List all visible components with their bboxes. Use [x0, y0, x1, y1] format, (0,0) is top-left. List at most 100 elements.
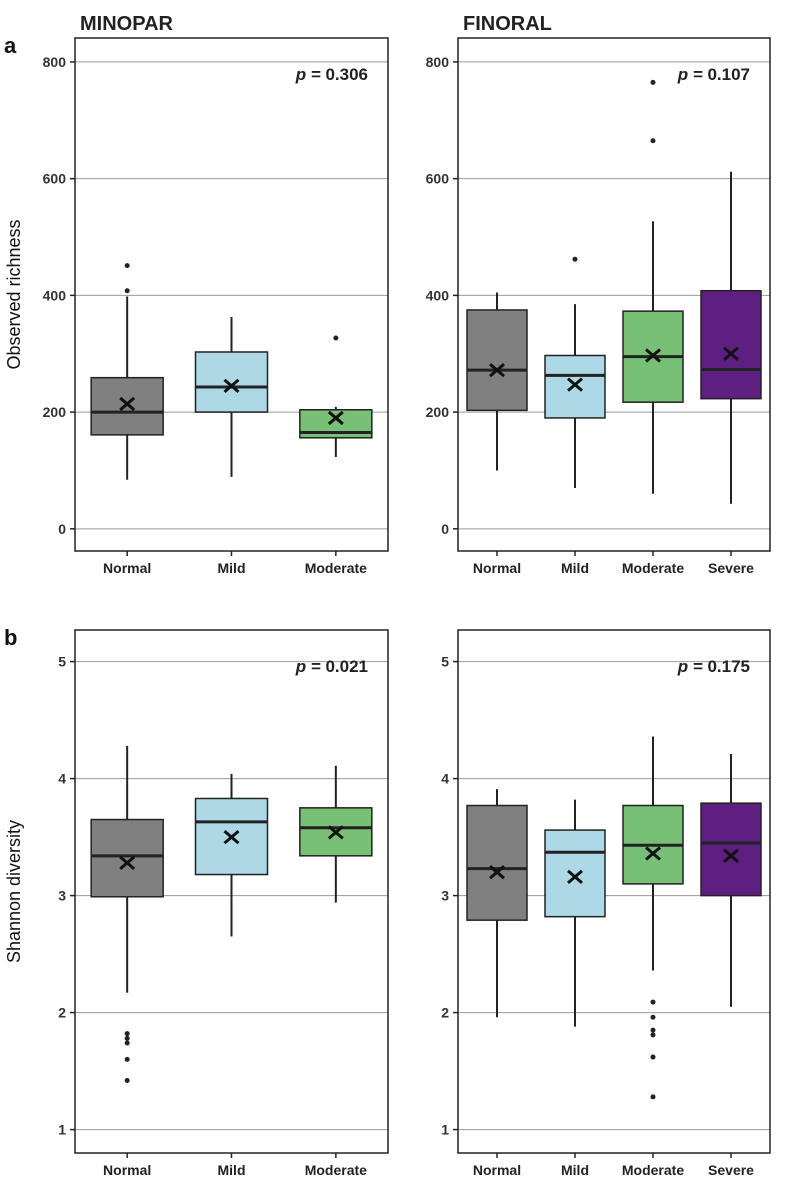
panel-letter: a [4, 33, 17, 58]
p-value-number: 0.175 [707, 657, 750, 676]
mean-marker [645, 348, 661, 363]
x-tick-label: Moderate [622, 1162, 684, 1178]
x-tick-label: Severe [708, 560, 754, 576]
y-tick-label: 800 [426, 54, 450, 70]
mean-marker [567, 377, 583, 392]
p-value-number: 0.107 [707, 65, 750, 84]
x-tick-label: Normal [473, 560, 521, 576]
p-label: p = [677, 657, 708, 676]
mean-marker [223, 378, 240, 393]
y-tick-label: 0 [441, 521, 449, 537]
outlier-point [650, 999, 656, 1005]
y-tick-label: 200 [426, 404, 450, 420]
mean-marker [489, 865, 505, 880]
y-tick-label: 2 [441, 1005, 449, 1021]
mean-marker [327, 825, 344, 840]
mean-marker [645, 846, 661, 861]
y-tick-label: 600 [43, 171, 67, 187]
x-tick-label: Normal [473, 1162, 521, 1178]
outlier-point [124, 1077, 130, 1083]
panel-letter: b [4, 625, 17, 650]
p-value: p = 0.107 [677, 65, 750, 84]
x-tick-label: Mild [561, 1162, 589, 1178]
outlier-point [650, 1054, 656, 1060]
x-tick-label: Mild [561, 560, 589, 576]
outlier-point [124, 1031, 130, 1037]
y-tick-label: 600 [426, 171, 450, 187]
plot-frame [457, 37, 771, 552]
panel-title: MINOPAR [80, 13, 174, 35]
outlier-point [650, 1032, 656, 1038]
outlier-point [124, 1035, 130, 1041]
mean-marker [723, 848, 739, 863]
x-tick-label: Moderate [622, 560, 684, 576]
x-tick-label: Normal [103, 560, 151, 576]
x-tick-label: Normal [103, 1162, 151, 1178]
outlier-point [650, 1014, 656, 1020]
y-tick-label: 5 [58, 654, 66, 670]
box-normal [466, 804, 528, 921]
mean-marker [119, 396, 136, 412]
box-normal [466, 309, 528, 412]
outlier-point [333, 335, 339, 341]
p-label: p = [295, 657, 326, 676]
outlier-point [650, 79, 656, 85]
p-value-number: 0.306 [325, 65, 368, 84]
y-axis-label: Observed richness [4, 219, 24, 369]
y-tick-label: 400 [426, 287, 450, 303]
panel-title: FINORAL [463, 13, 552, 35]
outlier-point [124, 263, 130, 269]
mean-marker [567, 869, 583, 885]
panel-3: 1 2 3 4 5 Normal Mild Moderate Severe p = 0.175 [441, 629, 771, 1178]
panel-2: 1 2 3 4 5 Normal Mild Moderate p = 0.021 b Shannon… [4, 625, 389, 1178]
x-tick-label: Mild [218, 560, 246, 576]
plot-frame [74, 629, 389, 1154]
box-normal [90, 818, 164, 898]
y-tick-label: 1 [441, 1122, 449, 1138]
y-tick-label: 5 [441, 654, 449, 670]
outlier-point [124, 1040, 130, 1046]
mean-marker [327, 410, 344, 426]
plot-frame [457, 629, 771, 1154]
x-tick-label: Moderate [305, 1162, 367, 1178]
outlier-point [124, 1056, 130, 1062]
p-value: p = 0.175 [677, 657, 750, 676]
p-value-number: 0.021 [325, 657, 368, 676]
y-tick-label: 4 [441, 771, 449, 787]
y-tick-label: 3 [441, 888, 449, 904]
y-tick-label: 200 [43, 404, 67, 420]
y-tick-label: 2 [58, 1005, 66, 1021]
mean-marker [723, 346, 739, 361]
x-tick-label: Severe [708, 1162, 754, 1178]
p-value: p = 0.306 [295, 65, 368, 84]
y-axis-label: Shannon diversity [4, 820, 24, 963]
p-label: p = [677, 65, 708, 84]
outlier-point [124, 288, 130, 294]
outlier-point [650, 1027, 656, 1033]
box-mild [194, 351, 269, 413]
panel-1: 0 200 400 600 800 Normal Mild Moderate Severe p =… [426, 13, 771, 576]
panel-0: 0 200 400 600 800 Normal Mild Moderate p = 0.306… [4, 13, 389, 576]
y-tick-label: 0 [58, 521, 66, 537]
x-tick-label: Moderate [305, 560, 367, 576]
y-tick-label: 3 [58, 888, 66, 904]
plot-frame [74, 37, 389, 552]
box-severe [700, 289, 762, 400]
p-value: p = 0.021 [295, 657, 368, 676]
y-tick-label: 1 [58, 1122, 66, 1138]
outlier-point [650, 138, 656, 144]
mean-marker [489, 362, 505, 378]
mean-marker [223, 829, 240, 845]
box-mild [544, 829, 606, 918]
x-tick-label: Mild [218, 1162, 246, 1178]
outlier-point [572, 256, 578, 262]
mean-marker [119, 855, 136, 870]
y-tick-label: 800 [43, 54, 67, 70]
box-severe [700, 802, 762, 897]
box-mild [544, 354, 606, 419]
p-label: p = [295, 65, 326, 84]
outlier-point [650, 1094, 656, 1100]
y-tick-label: 400 [43, 287, 67, 303]
